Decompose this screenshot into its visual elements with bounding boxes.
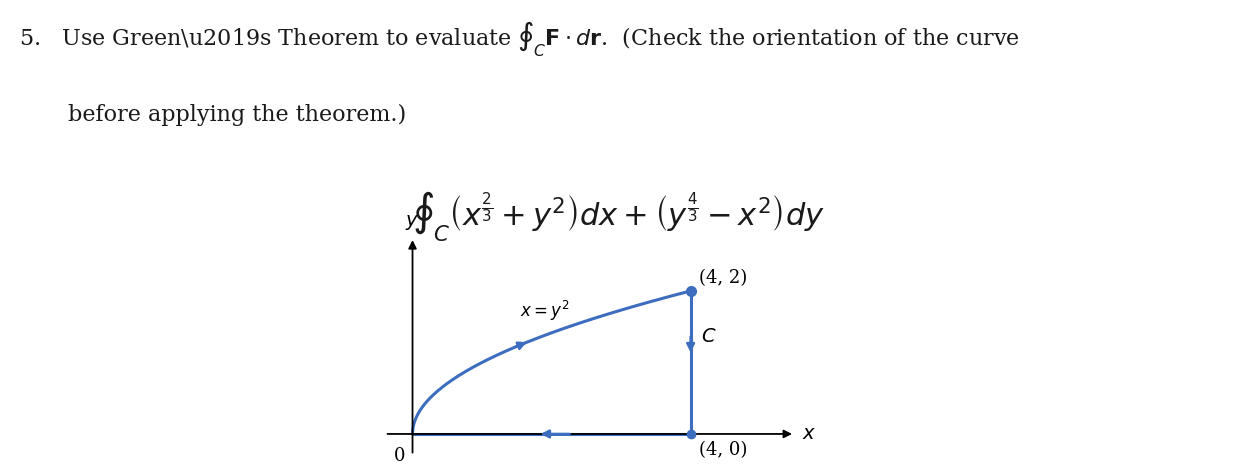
Text: (4, 0): (4, 0) <box>698 441 748 459</box>
Text: before applying the theorem.): before applying the theorem.) <box>68 104 407 126</box>
Text: $x$: $x$ <box>802 425 816 443</box>
Text: 0: 0 <box>394 447 405 465</box>
Text: (4, 2): (4, 2) <box>698 270 748 287</box>
Text: 5.   Use Green\u2019s Theorem to evaluate $\oint_C \mathbf{F} \cdot d\mathbf{r}$: 5. Use Green\u2019s Theorem to evaluate … <box>19 19 1020 59</box>
Text: $C$: $C$ <box>701 329 717 346</box>
Text: $x = y^2$: $x = y^2$ <box>520 299 570 323</box>
Text: $y$: $y$ <box>405 213 420 232</box>
Text: $\oint_C \left(x^{\frac{2}{3}}+y^2\right)dx+\left(y^{\frac{4}{3}}-x^2\right)dy$: $\oint_C \left(x^{\frac{2}{3}}+y^2\right… <box>412 189 824 244</box>
